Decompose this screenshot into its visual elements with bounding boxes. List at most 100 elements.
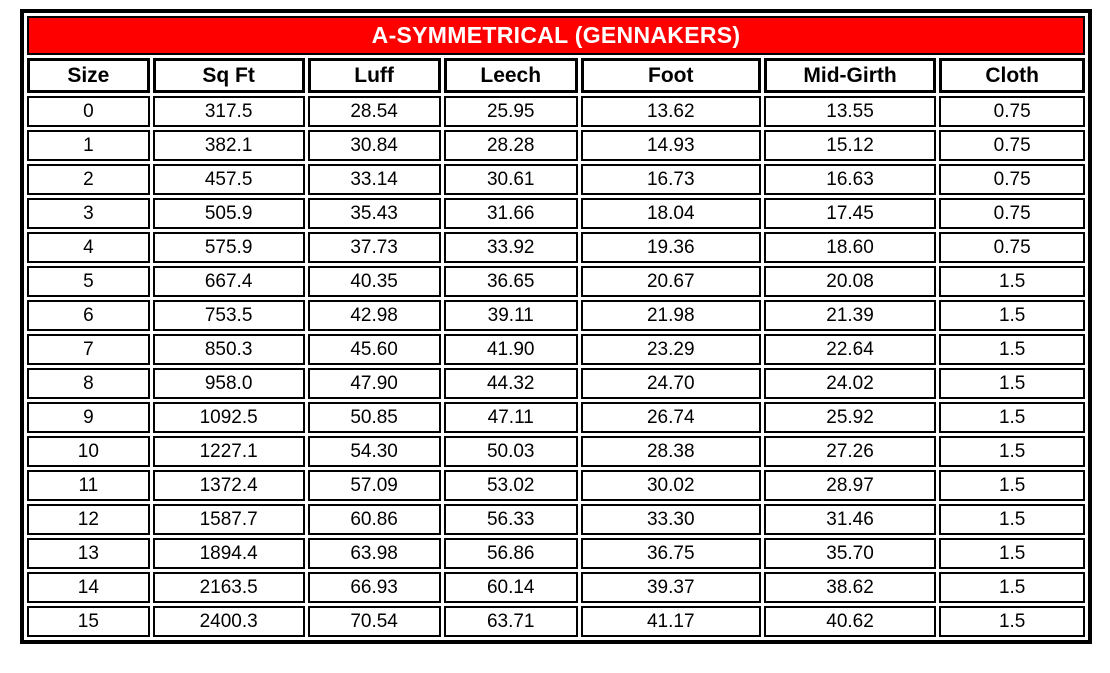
value-cell: 1.5 xyxy=(939,402,1085,433)
table-row: 7 850.3 45.60 41.90 23.29 22.64 1.5 xyxy=(27,334,1085,365)
size-cell: 13 xyxy=(27,538,150,569)
value-cell: 36.75 xyxy=(580,538,761,569)
value-cell: 1587.7 xyxy=(152,504,305,535)
value-cell: 382.1 xyxy=(152,130,305,161)
size-cell: 0 xyxy=(27,96,150,127)
value-cell: 31.46 xyxy=(763,504,937,535)
value-cell: 56.86 xyxy=(443,538,578,569)
value-cell: 33.14 xyxy=(307,164,441,195)
table-row: 3 505.9 35.43 31.66 18.04 17.45 0.75 xyxy=(27,198,1085,229)
table-row: 10 1227.1 54.30 50.03 28.38 27.26 1.5 xyxy=(27,436,1085,467)
value-cell: 54.30 xyxy=(307,436,441,467)
value-cell: 1372.4 xyxy=(152,470,305,501)
value-cell: 50.85 xyxy=(307,402,441,433)
size-cell: 5 xyxy=(27,266,150,297)
table-row: 9 1092.5 50.85 47.11 26.74 25.92 1.5 xyxy=(27,402,1085,433)
value-cell: 1.5 xyxy=(939,504,1085,535)
value-cell: 20.67 xyxy=(580,266,761,297)
value-cell: 57.09 xyxy=(307,470,441,501)
value-cell: 60.86 xyxy=(307,504,441,535)
column-header-sq-ft: Sq Ft xyxy=(152,58,305,93)
value-cell: 13.62 xyxy=(580,96,761,127)
value-cell: 1.5 xyxy=(939,606,1085,637)
value-cell: 0.75 xyxy=(939,130,1085,161)
table-row: 13 1894.4 63.98 56.86 36.75 35.70 1.5 xyxy=(27,538,1085,569)
value-cell: 33.92 xyxy=(443,232,578,263)
size-cell: 6 xyxy=(27,300,150,331)
table-row: 4 575.9 37.73 33.92 19.36 18.60 0.75 xyxy=(27,232,1085,263)
value-cell: 1092.5 xyxy=(152,402,305,433)
table-row: 8 958.0 47.90 44.32 24.70 24.02 1.5 xyxy=(27,368,1085,399)
size-cell: 15 xyxy=(27,606,150,637)
value-cell: 40.62 xyxy=(763,606,937,637)
value-cell: 1.5 xyxy=(939,436,1085,467)
value-cell: 37.73 xyxy=(307,232,441,263)
column-header-leech: Leech xyxy=(443,58,578,93)
value-cell: 44.32 xyxy=(443,368,578,399)
value-cell: 317.5 xyxy=(152,96,305,127)
table-row: 1 382.1 30.84 28.28 14.93 15.12 0.75 xyxy=(27,130,1085,161)
table-row: 2 457.5 33.14 30.61 16.73 16.63 0.75 xyxy=(27,164,1085,195)
value-cell: 19.36 xyxy=(580,232,761,263)
value-cell: 505.9 xyxy=(152,198,305,229)
column-header-cloth: Cloth xyxy=(939,58,1085,93)
table-row: 14 2163.5 66.93 60.14 39.37 38.62 1.5 xyxy=(27,572,1085,603)
value-cell: 24.02 xyxy=(763,368,937,399)
value-cell: 26.74 xyxy=(580,402,761,433)
value-cell: 47.90 xyxy=(307,368,441,399)
value-cell: 30.84 xyxy=(307,130,441,161)
value-cell: 667.4 xyxy=(152,266,305,297)
value-cell: 1227.1 xyxy=(152,436,305,467)
value-cell: 39.11 xyxy=(443,300,578,331)
value-cell: 575.9 xyxy=(152,232,305,263)
size-cell: 12 xyxy=(27,504,150,535)
value-cell: 0.75 xyxy=(939,198,1085,229)
size-cell: 10 xyxy=(27,436,150,467)
value-cell: 25.95 xyxy=(443,96,578,127)
value-cell: 41.90 xyxy=(443,334,578,365)
size-cell: 1 xyxy=(27,130,150,161)
value-cell: 0.75 xyxy=(939,164,1085,195)
table-row: 6 753.5 42.98 39.11 21.98 21.39 1.5 xyxy=(27,300,1085,331)
value-cell: 1.5 xyxy=(939,572,1085,603)
title-row: A-SYMMETRICAL (GENNAKERS) xyxy=(27,16,1085,55)
table-row: 0 317.5 28.54 25.95 13.62 13.55 0.75 xyxy=(27,96,1085,127)
value-cell: 14.93 xyxy=(580,130,761,161)
value-cell: 850.3 xyxy=(152,334,305,365)
header-row: Size Sq Ft Luff Leech Foot Mid-Girth Cloth xyxy=(27,58,1085,93)
value-cell: 28.54 xyxy=(307,96,441,127)
value-cell: 27.26 xyxy=(763,436,937,467)
value-cell: 56.33 xyxy=(443,504,578,535)
value-cell: 42.98 xyxy=(307,300,441,331)
value-cell: 1894.4 xyxy=(152,538,305,569)
value-cell: 16.63 xyxy=(763,164,937,195)
value-cell: 35.43 xyxy=(307,198,441,229)
value-cell: 63.71 xyxy=(443,606,578,637)
value-cell: 2400.3 xyxy=(152,606,305,637)
value-cell: 958.0 xyxy=(152,368,305,399)
column-header-mid-girth: Mid-Girth xyxy=(763,58,937,93)
value-cell: 36.65 xyxy=(443,266,578,297)
value-cell: 30.02 xyxy=(580,470,761,501)
value-cell: 0.75 xyxy=(939,232,1085,263)
value-cell: 28.38 xyxy=(580,436,761,467)
gennaker-size-table: A-SYMMETRICAL (GENNAKERS) Size Sq Ft Luff L… xyxy=(20,9,1092,644)
value-cell: 0.75 xyxy=(939,96,1085,127)
value-cell: 1.5 xyxy=(939,470,1085,501)
value-cell: 33.30 xyxy=(580,504,761,535)
value-cell: 24.70 xyxy=(580,368,761,399)
size-cell: 3 xyxy=(27,198,150,229)
table-row: 5 667.4 40.35 36.65 20.67 20.08 1.5 xyxy=(27,266,1085,297)
size-cell: 8 xyxy=(27,368,150,399)
size-cell: 2 xyxy=(27,164,150,195)
value-cell: 1.5 xyxy=(939,368,1085,399)
size-cell: 14 xyxy=(27,572,150,603)
value-cell: 20.08 xyxy=(763,266,937,297)
value-cell: 63.98 xyxy=(307,538,441,569)
value-cell: 753.5 xyxy=(152,300,305,331)
column-header-size: Size xyxy=(27,58,150,93)
value-cell: 16.73 xyxy=(580,164,761,195)
value-cell: 30.61 xyxy=(443,164,578,195)
size-cell: 11 xyxy=(27,470,150,501)
